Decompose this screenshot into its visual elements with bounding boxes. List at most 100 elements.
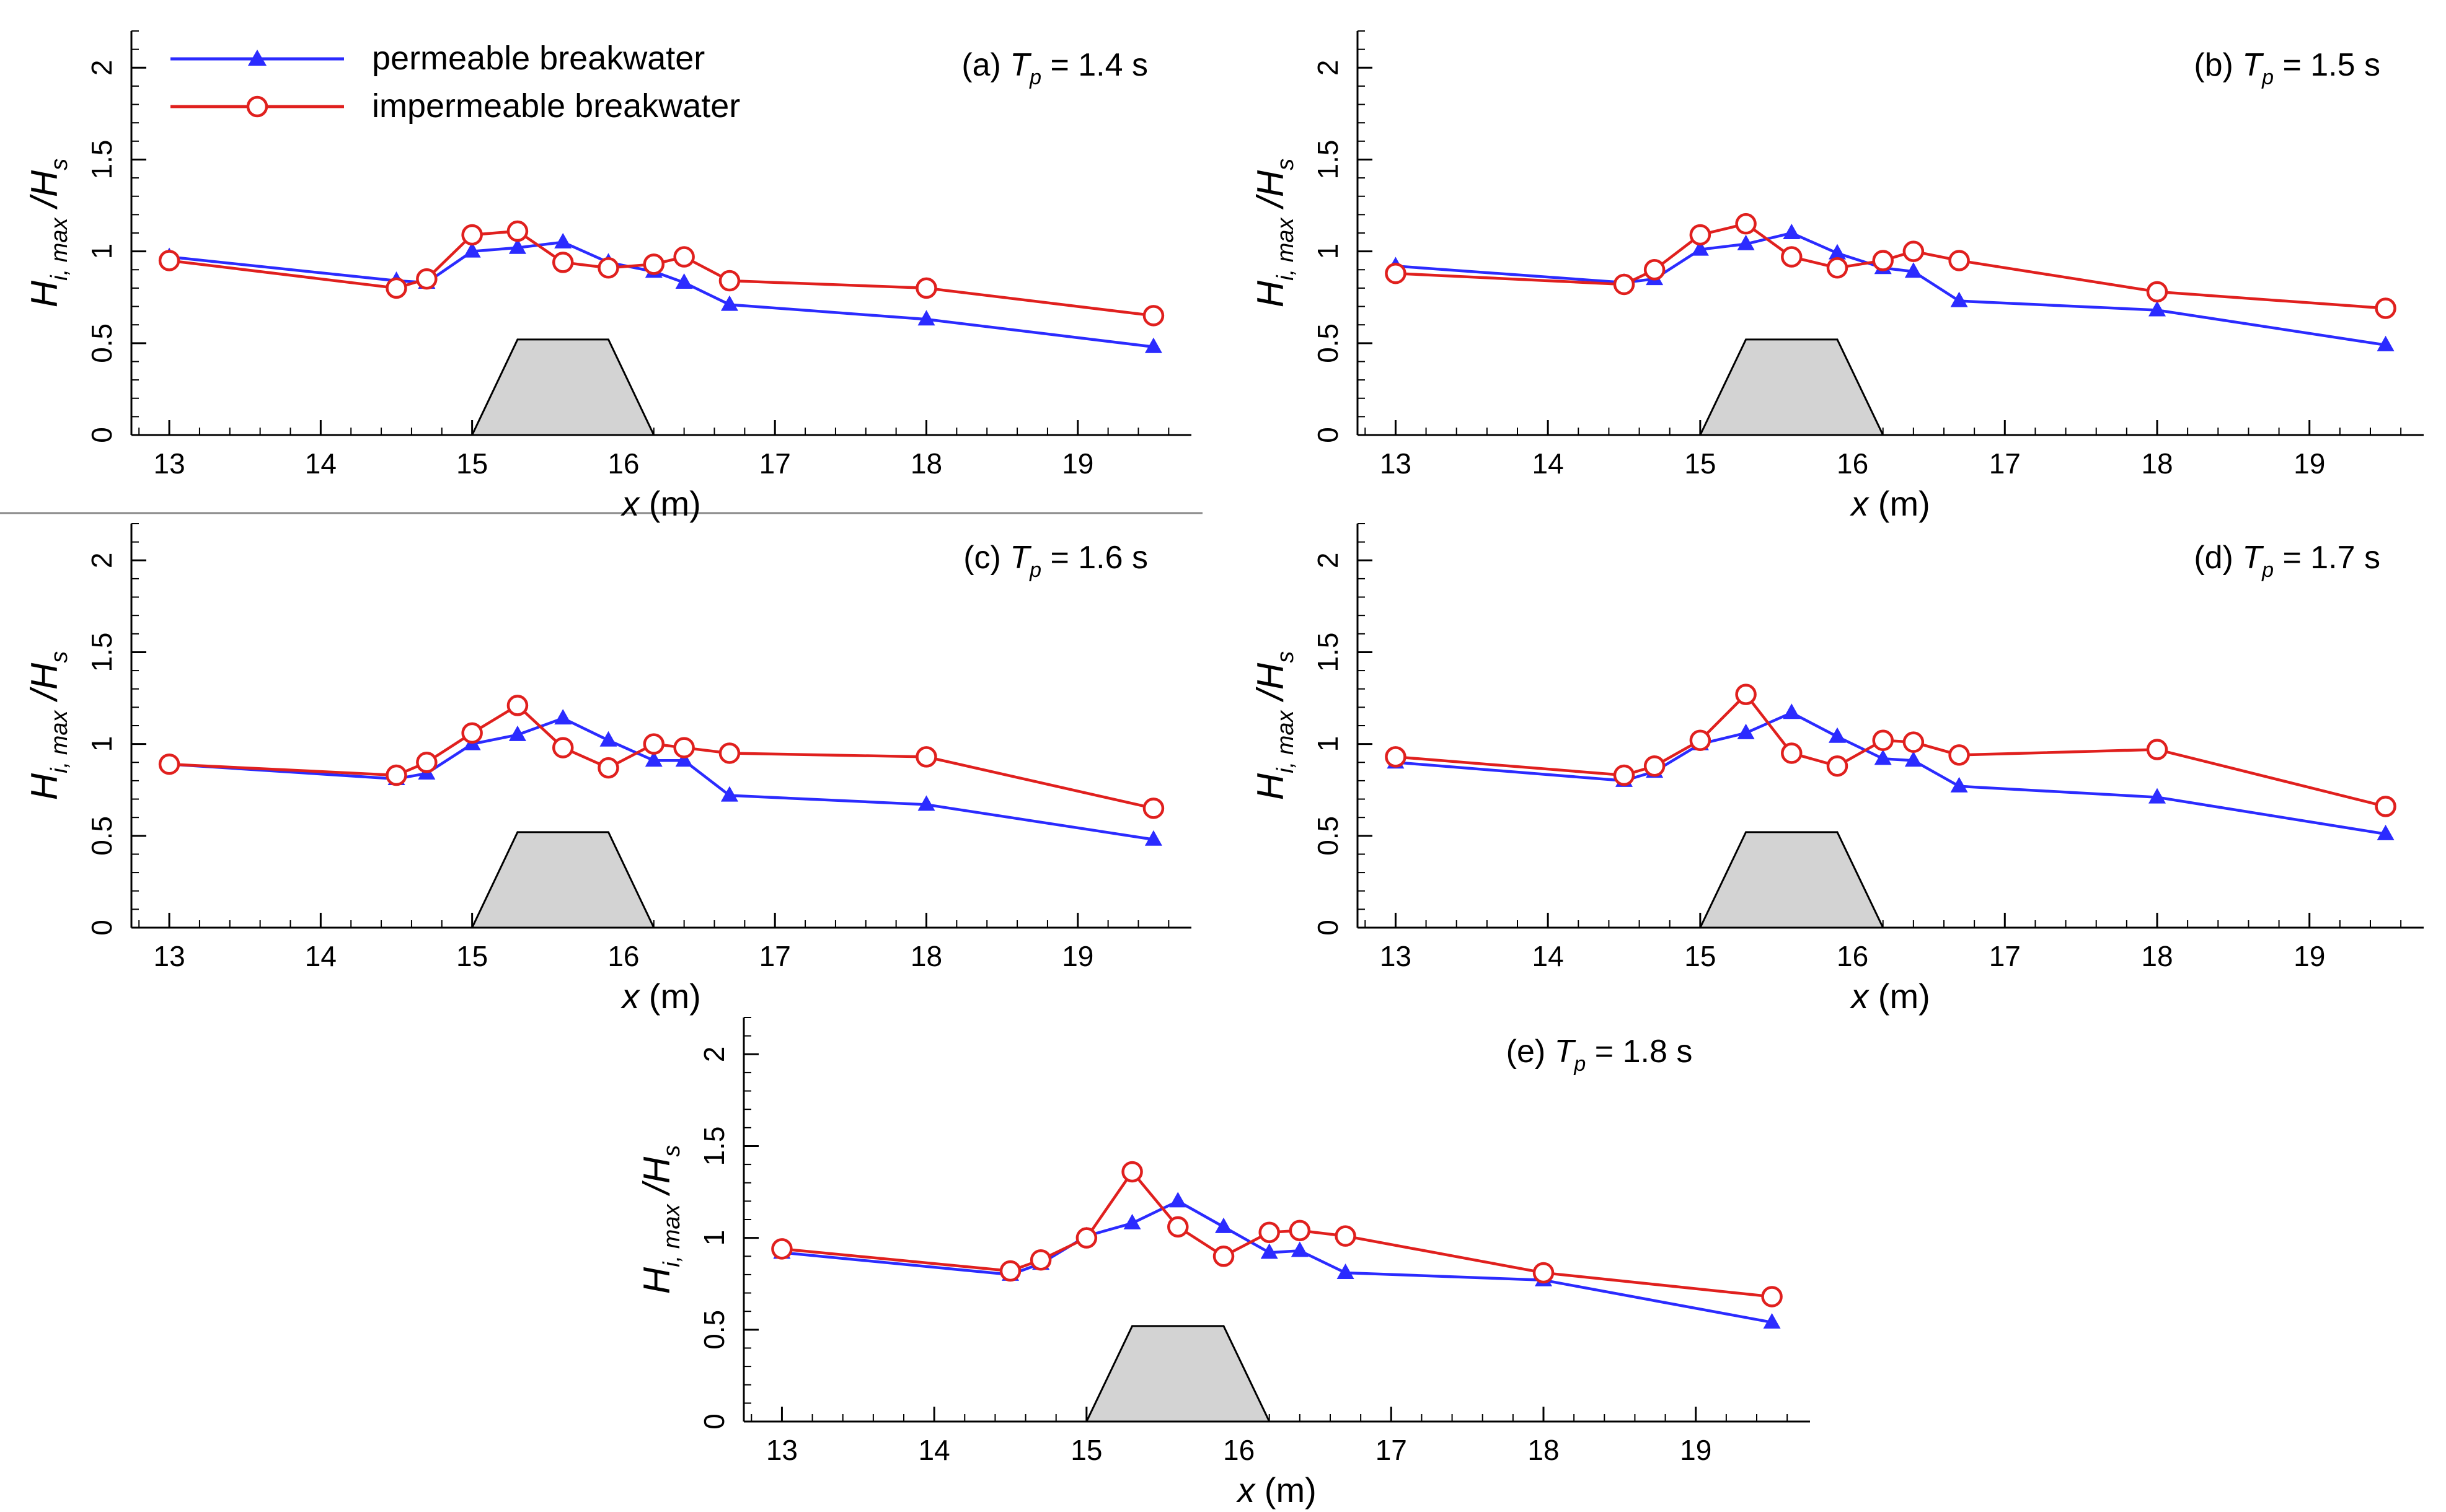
permeable-data-point <box>2148 788 2166 804</box>
y-tick-label: 1.5 <box>86 632 118 672</box>
panel-title: (b) Tp = 1.5 s <box>2194 47 2380 89</box>
y-tick-label: 1 <box>86 736 118 752</box>
chart-panel-2: 13 14 15 16 17 18 19 0 0.5 1 1.5 2 x (m) Hi, max /Hs (… <box>1250 30 2424 523</box>
x-tick-label: 13 <box>1380 447 1411 480</box>
panel-title: (d) Tp = 1.7 s <box>2194 540 2380 582</box>
permeable-data-point <box>2377 824 2395 840</box>
breakwater-shape <box>1698 831 1885 929</box>
impermeable-data-point <box>1781 742 1803 764</box>
impermeable-data-point <box>2146 281 2168 303</box>
impermeable-data-point <box>1643 755 1666 777</box>
x-tick-label: 15 <box>1684 940 1716 972</box>
panel-title: (a) Tp = 1.4 s <box>961 47 1148 89</box>
impermeable-data-point <box>1761 1286 1783 1308</box>
impermeable-data-point <box>1948 250 1970 271</box>
permeable-data-point <box>508 238 526 254</box>
y-tick-label: 0 <box>86 920 118 936</box>
y-tick-label: 1 <box>1312 736 1344 752</box>
impermeable-data-point <box>1167 1216 1189 1238</box>
impermeable-data-point <box>1735 213 1757 235</box>
x-tick-label: 18 <box>911 447 942 480</box>
breakwater-shape <box>1698 338 1885 436</box>
y-tick-label: 0 <box>86 427 118 443</box>
x-tick-label: 15 <box>1071 1434 1102 1466</box>
impermeable-data-point <box>1075 1227 1098 1249</box>
panel-title: (e) Tp = 1.8 s <box>1506 1034 1693 1076</box>
impermeable-data-point <box>1613 764 1635 786</box>
impermeable-data-point <box>416 752 438 773</box>
legend: permeable breakwater impermeable breakwa… <box>170 40 740 125</box>
impermeable-data-point <box>1258 1221 1280 1243</box>
permeable-data-point <box>1783 703 1801 719</box>
permeable-data-point <box>2148 301 2166 317</box>
impermeable-data-point <box>1902 240 1925 262</box>
y-tick-label: 0 <box>1312 920 1344 936</box>
impermeable-data-point <box>1532 1262 1555 1284</box>
permeable-data-point <box>917 795 935 811</box>
chart-panel-3: 13 14 15 16 17 18 19 0 0.5 1 1.5 2 x (m) Hi, max /Hs (… <box>24 523 1191 1016</box>
x-axis-label: x (m) <box>1235 1470 1317 1510</box>
legend-impermeable-circle-icon <box>246 95 268 118</box>
y-tick-label: 1.5 <box>1312 139 1344 179</box>
y-tick-label: 2 <box>86 552 118 568</box>
impermeable-data-point <box>1212 1246 1235 1267</box>
permeable-data-point <box>1691 240 1709 256</box>
permeable-data-point <box>1829 244 1846 260</box>
x-tick-label: 19 <box>1680 1434 1711 1466</box>
y-tick-label: 0.5 <box>86 816 118 856</box>
permeable-series-line <box>1395 711 2386 836</box>
y-tick-label: 2 <box>1312 59 1344 76</box>
legend-permeable-label: permeable breakwater <box>372 40 705 77</box>
impermeable-data-point <box>506 695 529 716</box>
impermeable-data-point <box>643 733 665 755</box>
permeable-data-point <box>1904 751 1922 767</box>
permeable-data-point <box>720 786 738 802</box>
impermeable-data-point <box>1689 729 1711 751</box>
impermeable-data-point <box>158 753 180 775</box>
impermeable-data-point <box>673 737 695 758</box>
permeable-data-point <box>1783 224 1801 239</box>
x-tick-label: 19 <box>2294 940 2325 972</box>
x-tick-label: 17 <box>1375 1434 1407 1466</box>
impermeable-data-point <box>1613 273 1635 296</box>
x-tick-label: 15 <box>456 447 488 480</box>
y-axis-label: Hi, max /Hs <box>24 159 73 307</box>
permeable-data-point <box>720 295 738 311</box>
permeable-series-line <box>1395 231 2386 347</box>
permeable-data-point <box>1144 337 1162 353</box>
impermeable-data-point <box>643 253 665 275</box>
x-tick-label: 14 <box>1532 940 1564 972</box>
permeable-data-point <box>508 725 526 741</box>
breakwater-shape <box>470 831 656 929</box>
impermeable-data-point <box>386 277 407 299</box>
impermeable-data-point <box>1030 1249 1052 1271</box>
y-tick-label: 1.5 <box>698 1126 730 1166</box>
impermeable-data-point <box>1902 731 1925 753</box>
x-tick-label: 14 <box>919 1434 950 1466</box>
impermeable-series-line <box>1395 693 2386 808</box>
y-axis-label: Hi, max /Hs <box>1250 159 1299 307</box>
impermeable-data-point <box>1335 1225 1356 1247</box>
permeable-data-point <box>554 709 572 725</box>
x-tick-label: 15 <box>1684 447 1716 480</box>
x-tick-label: 17 <box>1989 940 2021 972</box>
impermeable-data-point <box>1872 729 1894 751</box>
y-tick-label: 0.5 <box>86 323 118 363</box>
impermeable-data-point <box>916 746 937 768</box>
impermeable-data-point <box>1735 683 1757 705</box>
impermeable-data-point <box>461 224 483 246</box>
permeable-data-point <box>554 232 572 248</box>
permeable-data-point <box>1737 723 1755 739</box>
impermeable-data-point <box>771 1238 793 1260</box>
impermeable-data-point <box>416 268 438 290</box>
chart-panel-4: 13 14 15 16 17 18 19 0 0.5 1 1.5 2 x (m) Hi, max /Hs (… <box>1250 523 2424 1016</box>
x-tick-label: 13 <box>1380 940 1411 972</box>
x-tick-label: 16 <box>607 447 639 480</box>
impermeable-data-point <box>2375 297 2396 319</box>
x-axis-label: x (m) <box>1849 977 1930 1016</box>
impermeable-data-point <box>2146 739 2168 760</box>
impermeable-data-point <box>1121 1161 1143 1183</box>
permeable-data-point <box>1763 1312 1781 1329</box>
permeable-data-point <box>1336 1263 1354 1279</box>
